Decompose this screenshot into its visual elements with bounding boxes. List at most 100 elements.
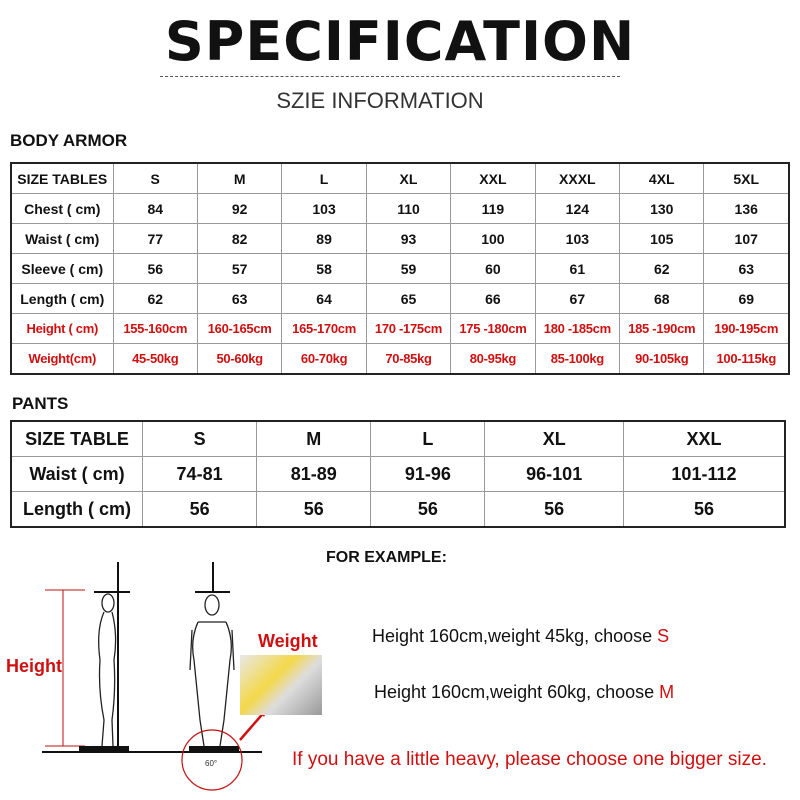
example-line-2: Height 160cm,weight 60kg, choose M: [374, 682, 675, 702]
table-cell: 60-70kg: [281, 343, 367, 375]
table-cell: 45-50kg: [112, 343, 198, 375]
table-row: Length ( cm) 56 56 56 56 56: [10, 491, 786, 528]
table-cell: 56: [622, 491, 786, 528]
header-cell: XXL: [450, 162, 536, 194]
table-cell: 66: [450, 283, 536, 314]
front-figure-icon: [189, 594, 235, 747]
header-cell: L: [281, 162, 367, 194]
header-cell: 5XL: [703, 162, 790, 194]
table-cell: 160-165cm: [196, 313, 283, 344]
header-cell: XL: [484, 420, 624, 457]
example-line-1: Height 160cm,weight 45kg, choose S: [372, 626, 670, 646]
header-cell: XXL: [622, 420, 786, 457]
row-label: Length ( cm): [10, 283, 114, 314]
table-row: Height ( cm) 155-160cm 160-165cm 165-170cm 1…: [10, 313, 790, 344]
header-row: SIZE TABLE S M L XL XXL: [10, 420, 786, 457]
header-cell: 4XL: [619, 162, 705, 194]
subtitle: SZIE INFORMATION: [276, 88, 484, 113]
table-cell: 100: [450, 223, 536, 254]
table-cell: 56: [370, 491, 486, 528]
table-cell: 130: [619, 193, 705, 224]
table-cell: 70-85kg: [365, 343, 452, 375]
header-cell: L: [370, 420, 486, 457]
table-cell: 119: [450, 193, 536, 224]
table-cell: 64: [281, 283, 367, 314]
table-cell: 100-115kg: [703, 343, 790, 375]
height-label: Height: [6, 656, 62, 676]
table-cell: 165-170cm: [281, 313, 367, 344]
table-row: Weight(cm) 45-50kg 50-60kg 60-70kg 70-85kg 80…: [10, 343, 790, 375]
pants-table: SIZE TABLE S M L XL XXL Waist ( cm) 74-81 81-89 9…: [10, 420, 786, 528]
row-label: Sleeve ( cm): [10, 253, 114, 284]
table-cell: 68: [619, 283, 705, 314]
table-cell: 62: [619, 253, 705, 284]
scale-photo: [240, 655, 322, 715]
table-cell: 180 -185cm: [534, 313, 621, 344]
header-cell: S: [112, 162, 198, 194]
table-cell: 105: [619, 223, 705, 254]
table-cell: 96-101: [484, 456, 624, 492]
angle-label: 60°: [205, 759, 217, 768]
table-cell: 190-195cm: [703, 313, 790, 344]
table-cell: 77: [112, 223, 198, 254]
table-cell: 50-60kg: [196, 343, 283, 375]
pants-heading: PANTS: [12, 394, 69, 413]
table-cell: 91-96: [370, 456, 486, 492]
table-cell: 82: [196, 223, 283, 254]
body-armor-heading: BODY ARMOR: [10, 131, 128, 150]
page-title: SPECIFICATION: [164, 10, 636, 73]
divider: [160, 76, 620, 77]
table-cell: 58: [281, 253, 367, 284]
table-cell: 107: [703, 223, 790, 254]
header-cell: M: [256, 420, 372, 457]
table-cell: 185 -190cm: [619, 313, 705, 344]
table-cell: 56: [484, 491, 624, 528]
table-cell: 63: [196, 283, 283, 314]
table-cell: 155-160cm: [112, 313, 198, 344]
table-cell: 175 -180cm: [450, 313, 536, 344]
table-cell: 63: [703, 253, 790, 284]
weight-label: Weight: [258, 631, 318, 651]
table-cell: 93: [365, 223, 452, 254]
row-label: Chest ( cm): [10, 193, 114, 224]
header-cell: XL: [365, 162, 452, 194]
row-label: Waist ( cm): [10, 223, 114, 254]
row-label: Waist ( cm): [10, 456, 143, 492]
arrow-icon: [239, 709, 267, 741]
table-cell: 56: [256, 491, 372, 528]
table-row: Sleeve ( cm) 56 57 58 59 60 61 62 63: [10, 253, 790, 284]
table-cell: 103: [281, 193, 367, 224]
size-s: S: [657, 626, 670, 646]
table-cell: 62: [112, 283, 198, 314]
table-cell: 59: [365, 253, 452, 284]
table-cell: 60: [450, 253, 536, 284]
table-cell: 136: [703, 193, 790, 224]
table-cell: 57: [196, 253, 283, 284]
size-note: If you have a little heavy, please choos…: [292, 749, 767, 770]
table-cell: 85-100kg: [534, 343, 621, 375]
row-label: Weight(cm): [10, 343, 114, 375]
size-m: M: [659, 682, 675, 702]
header-cell: S: [141, 420, 258, 457]
body-armor-table: SIZE TABLES S M L XL XXL XXXL 4XL 5XL Chest ( cm)…: [10, 162, 790, 375]
table-cell: 170 -175cm: [365, 313, 452, 344]
table-row: Chest ( cm) 84 92 103 110 119 124 130 136: [10, 193, 790, 224]
table-cell: 61: [534, 253, 621, 284]
table-row: Waist ( cm) 74-81 81-89 91-96 96-101 101-112: [10, 456, 786, 492]
table-row: Length ( cm) 62 63 64 65 66 67 68 69: [10, 283, 790, 314]
table-cell: 84: [112, 193, 198, 224]
measurement-illustration: 60°: [42, 562, 270, 791]
table-cell: 124: [534, 193, 621, 224]
table-cell: 65: [365, 283, 452, 314]
table-cell: 80-95kg: [450, 343, 536, 375]
row-label: Height ( cm): [10, 313, 114, 344]
row-label: Length ( cm): [10, 491, 143, 528]
table-cell: 101-112: [622, 456, 786, 492]
example-heading: FOR EXAMPLE:: [326, 549, 447, 566]
side-figure-icon: [98, 593, 117, 747]
scale-plate: [189, 746, 239, 753]
table-cell: 89: [281, 223, 367, 254]
base-plate: [79, 746, 129, 753]
table-row: Waist ( cm) 77 82 89 93 100 103 105 107: [10, 223, 790, 254]
table-cell: 56: [141, 491, 258, 528]
